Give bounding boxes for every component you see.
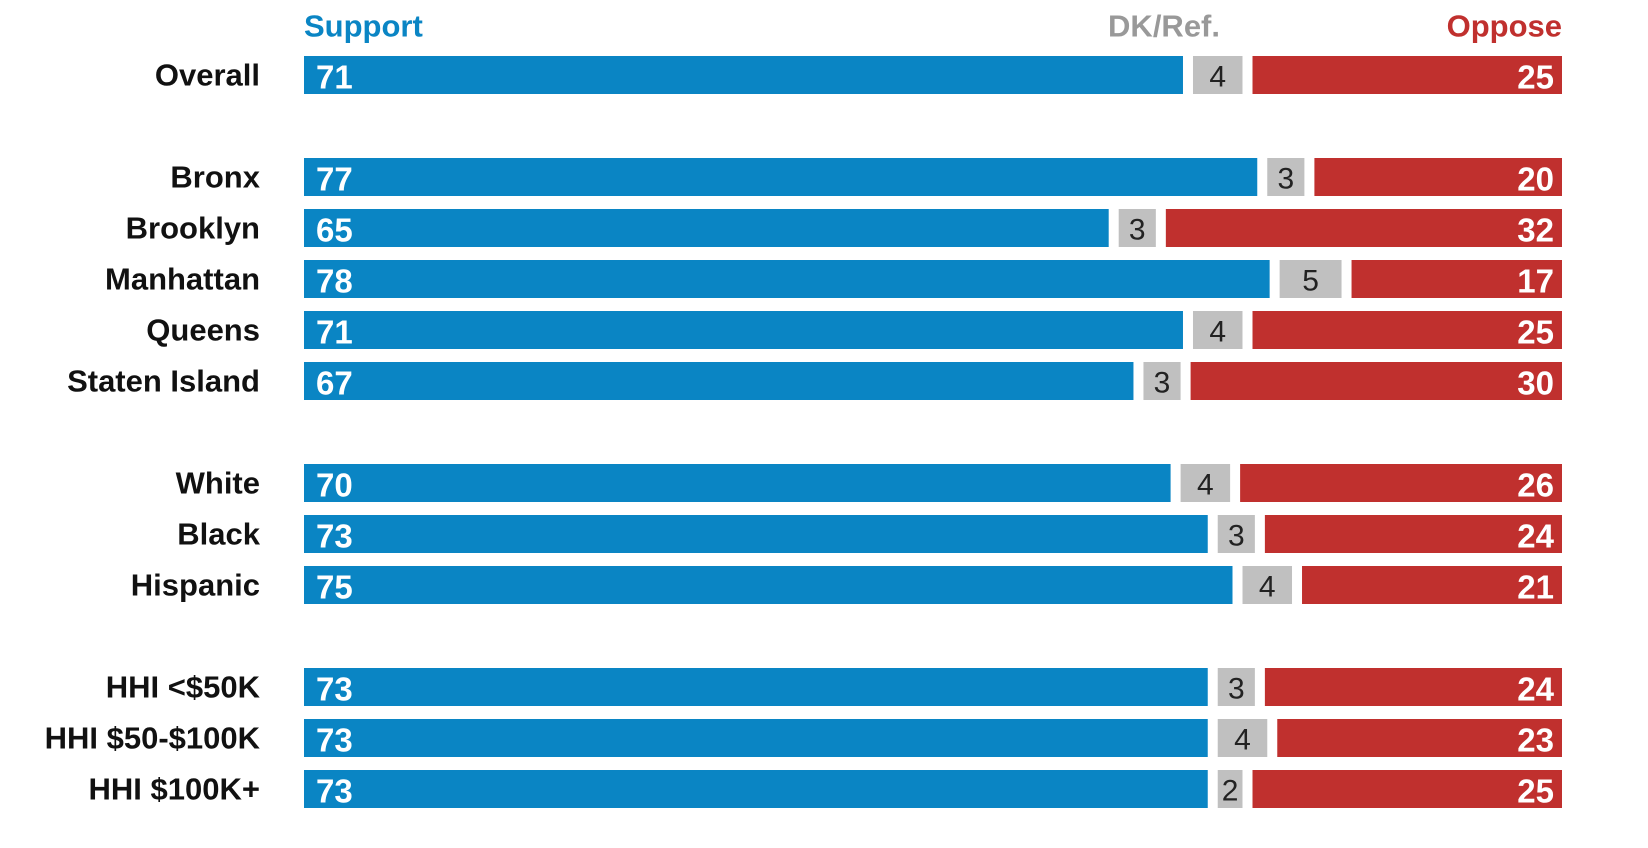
value-label: 65 xyxy=(316,212,353,249)
value-label: 20 xyxy=(1517,161,1554,198)
legend-label: Oppose xyxy=(1447,9,1562,44)
value-label: 4 xyxy=(1209,316,1226,349)
value-label: 3 xyxy=(1228,520,1245,553)
bar-segment xyxy=(304,770,1208,808)
bar-segment xyxy=(1314,158,1562,196)
bar-segment xyxy=(1264,515,1562,553)
value-label: 4 xyxy=(1259,571,1276,604)
bar-segment xyxy=(1277,719,1562,757)
value-label: 73 xyxy=(316,671,353,708)
bar-segment xyxy=(1242,566,1293,604)
value-label: 75 xyxy=(316,569,353,606)
bar-segment xyxy=(304,719,1208,757)
bar-segment xyxy=(1217,515,1255,553)
bar-segment xyxy=(1143,362,1181,400)
bar-segment xyxy=(1217,668,1255,706)
value-label: 25 xyxy=(1517,59,1554,96)
bar-segment xyxy=(1252,56,1562,94)
bar-segment xyxy=(1279,260,1342,298)
category-label: Staten Island xyxy=(67,364,260,399)
bar-segment xyxy=(1192,311,1243,349)
value-label: 71 xyxy=(316,314,353,351)
bar-segment xyxy=(1190,362,1562,400)
value-label: 24 xyxy=(1517,671,1554,708)
value-label: 17 xyxy=(1517,263,1554,300)
value-label: 30 xyxy=(1517,365,1554,402)
category-label: Brooklyn xyxy=(126,211,260,246)
bar-segment xyxy=(304,515,1208,553)
value-label: 21 xyxy=(1517,569,1554,606)
value-label: 24 xyxy=(1517,518,1554,555)
category-label: Queens xyxy=(146,313,260,348)
value-label: 26 xyxy=(1517,467,1554,504)
legend-label: Support xyxy=(304,9,423,44)
category-label: Manhattan xyxy=(105,262,260,297)
bar-segment xyxy=(304,209,1109,247)
bar-segment xyxy=(304,566,1233,604)
bar-segment xyxy=(304,158,1258,196)
value-label: 25 xyxy=(1517,773,1554,810)
bar-segment xyxy=(1351,260,1562,298)
bar-segment xyxy=(1118,209,1156,247)
category-label: HHI <$50K xyxy=(106,670,261,705)
bar-segment xyxy=(1217,770,1243,808)
value-label: 2 xyxy=(1222,775,1239,808)
value-label: 25 xyxy=(1517,314,1554,351)
value-label: 3 xyxy=(1129,214,1146,247)
bar-segment xyxy=(1252,311,1562,349)
value-label: 73 xyxy=(316,722,353,759)
bar-segment xyxy=(1240,464,1562,502)
bar-segment xyxy=(304,668,1208,706)
value-label: 70 xyxy=(316,467,353,504)
value-label: 77 xyxy=(316,161,353,198)
bar-segment xyxy=(1252,770,1562,808)
value-label: 3 xyxy=(1228,673,1245,706)
value-label: 73 xyxy=(316,773,353,810)
bar-segment xyxy=(1302,566,1562,604)
bar-segment xyxy=(1267,158,1305,196)
value-label: 78 xyxy=(316,263,353,300)
value-label: 71 xyxy=(316,59,353,96)
category-label: Black xyxy=(177,517,260,552)
bar-segment xyxy=(304,464,1171,502)
category-label: Bronx xyxy=(170,160,260,195)
value-label: 4 xyxy=(1209,61,1226,94)
category-label: Overall xyxy=(155,58,260,93)
value-label: 3 xyxy=(1154,367,1171,400)
bar-segment xyxy=(1192,56,1243,94)
value-label: 32 xyxy=(1517,212,1554,249)
value-label: 4 xyxy=(1234,724,1251,757)
bar-segment xyxy=(1264,668,1562,706)
category-label: HHI $50-$100K xyxy=(45,721,261,756)
value-label: 3 xyxy=(1277,163,1294,196)
category-label: White xyxy=(176,466,260,501)
value-label: 4 xyxy=(1197,469,1214,502)
value-label: 67 xyxy=(316,365,353,402)
bar-segment xyxy=(1165,209,1562,247)
value-label: 5 xyxy=(1302,265,1319,298)
bar-segment xyxy=(304,362,1134,400)
category-label: Hispanic xyxy=(131,568,260,603)
category-label: HHI $100K+ xyxy=(89,772,260,807)
value-label: 73 xyxy=(316,518,353,555)
bar-segment xyxy=(304,260,1270,298)
bar-segment xyxy=(304,56,1183,94)
bar-segment xyxy=(1180,464,1231,502)
bar-segment xyxy=(304,311,1183,349)
legend-label: DK/Ref. xyxy=(1108,9,1220,44)
value-label: 23 xyxy=(1517,722,1554,759)
bar-segment xyxy=(1217,719,1268,757)
